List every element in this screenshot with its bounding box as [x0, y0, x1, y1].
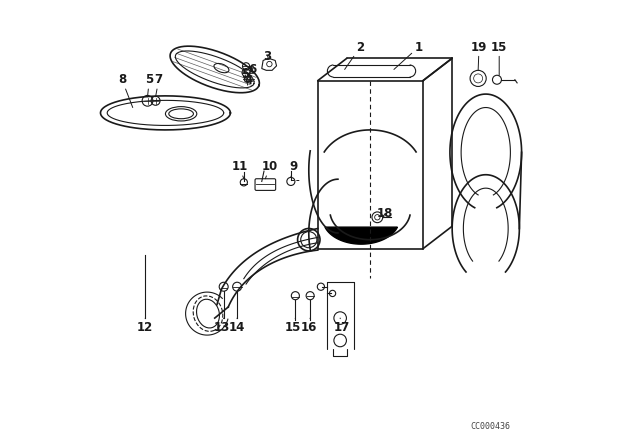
Text: 5: 5 — [145, 73, 154, 97]
Text: 7: 7 — [155, 73, 163, 97]
Polygon shape — [325, 227, 397, 244]
Text: 11: 11 — [231, 160, 248, 179]
Text: 10: 10 — [262, 160, 278, 179]
Text: 13: 13 — [213, 318, 230, 335]
Text: 9: 9 — [289, 160, 297, 177]
Text: 14: 14 — [229, 318, 245, 335]
Text: 16: 16 — [301, 318, 317, 335]
Text: 8: 8 — [118, 73, 132, 108]
Text: 1: 1 — [394, 40, 422, 69]
Text: 17: 17 — [333, 318, 349, 335]
Text: 15: 15 — [491, 40, 508, 75]
Text: 18: 18 — [377, 207, 393, 220]
Text: 15: 15 — [285, 318, 301, 335]
Text: 6: 6 — [248, 63, 257, 76]
Text: 4: 4 — [244, 74, 252, 87]
Text: 12: 12 — [137, 318, 154, 335]
Text: 5: 5 — [241, 68, 250, 82]
Text: 3: 3 — [264, 49, 271, 63]
Text: 2: 2 — [345, 40, 364, 69]
Text: CC000436: CC000436 — [470, 422, 510, 431]
Text: 19: 19 — [471, 40, 487, 70]
